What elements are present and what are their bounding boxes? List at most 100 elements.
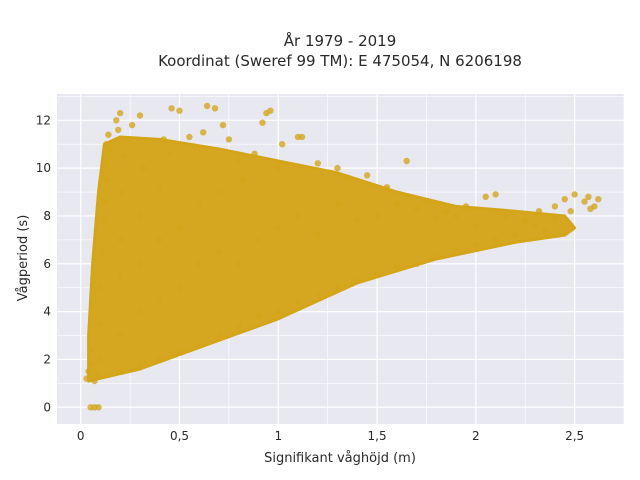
- data-point: [235, 260, 242, 267]
- data-point: [492, 191, 499, 198]
- data-point: [294, 298, 302, 306]
- data-point: [196, 200, 203, 208]
- data-point: [551, 215, 559, 222]
- data-point: [83, 375, 90, 382]
- data-point: [235, 322, 242, 330]
- data-point: [373, 270, 381, 277]
- data-point: [203, 102, 211, 110]
- y-axis-label: Vågperiod (s): [16, 215, 31, 302]
- data-point: [85, 368, 92, 375]
- data-point: [196, 341, 203, 349]
- data-point: [314, 291, 321, 299]
- data-point: [492, 236, 499, 244]
- data-point: [136, 260, 144, 267]
- data-point: [595, 196, 602, 203]
- data-point: [103, 141, 110, 148]
- data-point: [571, 191, 578, 198]
- data-point: [354, 277, 361, 284]
- data-point: [472, 222, 479, 229]
- data-point: [393, 200, 400, 208]
- data-point: [136, 363, 144, 370]
- data-point: [403, 157, 410, 165]
- data-point: [512, 231, 519, 239]
- data-point: [462, 203, 470, 210]
- data-point: [255, 236, 262, 244]
- data-point: [115, 126, 122, 134]
- data-point: [136, 112, 144, 119]
- data-point: [275, 224, 282, 232]
- x-tick-label: 2: [472, 429, 480, 443]
- data-point: [235, 157, 242, 165]
- data-point: [298, 133, 306, 141]
- data-point: [105, 131, 112, 138]
- data-point: [393, 263, 400, 270]
- data-point: [373, 212, 381, 220]
- data-point: [502, 212, 509, 220]
- data-point: [117, 236, 124, 244]
- data-point: [140, 164, 148, 172]
- data-point: [93, 373, 100, 380]
- data-point: [567, 208, 574, 215]
- data-point: [259, 119, 266, 126]
- data-point: [211, 105, 219, 112]
- x-tick-label: 2,5: [565, 429, 584, 443]
- data-point: [255, 313, 262, 320]
- data-point: [215, 248, 223, 255]
- y-tick-label: 0: [43, 400, 51, 414]
- x-tick-label: 1,5: [368, 429, 387, 443]
- data-point: [97, 320, 104, 327]
- point-cloud-area: [87, 135, 577, 383]
- data-point: [117, 368, 124, 375]
- data-point: [128, 121, 136, 129]
- data-point: [103, 176, 110, 184]
- data-point: [314, 160, 321, 167]
- data-point: [119, 188, 126, 196]
- data-point: [267, 107, 274, 114]
- data-point: [423, 198, 430, 205]
- data-point: [225, 136, 233, 143]
- data-point: [113, 117, 120, 124]
- data-point: [97, 356, 104, 363]
- data-point: [156, 184, 163, 191]
- data-point: [97, 284, 104, 291]
- data-point: [101, 160, 108, 167]
- data-point: [87, 346, 94, 354]
- data-point: [452, 212, 460, 220]
- data-point: [535, 208, 543, 215]
- x-tick-label: 0,5: [170, 429, 189, 443]
- data-point: [383, 184, 391, 191]
- point-cloud: [87, 135, 577, 383]
- data-point: [452, 246, 460, 253]
- data-point: [99, 248, 106, 255]
- data-point: [587, 205, 594, 212]
- data-point: [117, 332, 124, 339]
- y-tick-label: 12: [36, 113, 51, 127]
- chart-title-line1: År 1979 - 2019: [284, 31, 397, 50]
- data-point: [334, 164, 341, 172]
- data-point: [101, 217, 108, 224]
- y-tick-labels: 0 2 4 6 8 10 12: [36, 113, 51, 414]
- data-point: [294, 212, 302, 220]
- data-point: [117, 272, 124, 279]
- data-point: [136, 308, 144, 315]
- data-point: [413, 205, 420, 212]
- data-point: [176, 224, 183, 232]
- data-point: [117, 109, 124, 117]
- data-point: [251, 150, 258, 157]
- data-point: [275, 164, 282, 172]
- data-point: [551, 203, 559, 210]
- data-point: [176, 107, 183, 114]
- data-point: [166, 150, 173, 157]
- data-point: [160, 136, 167, 143]
- data-point: [522, 217, 529, 224]
- data-point: [156, 296, 163, 303]
- data-point: [95, 404, 102, 411]
- chart-title-line2: Koordinat (Sweref 99 TM): E 475054, N 62…: [158, 52, 522, 70]
- data-point: [364, 172, 371, 179]
- data-point: [219, 121, 227, 129]
- data-point: [196, 260, 203, 267]
- data-point: [344, 174, 351, 181]
- data-point: [561, 196, 568, 203]
- y-tick-label: 10: [36, 161, 51, 175]
